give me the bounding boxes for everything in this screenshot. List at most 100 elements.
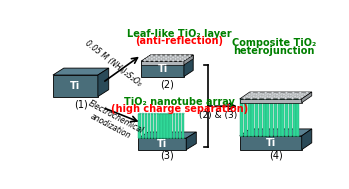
Polygon shape [240, 136, 302, 150]
Circle shape [294, 95, 296, 98]
Ellipse shape [285, 135, 288, 136]
Ellipse shape [151, 113, 153, 114]
Circle shape [172, 59, 174, 62]
Polygon shape [169, 114, 172, 138]
Circle shape [250, 97, 253, 99]
Polygon shape [292, 99, 296, 136]
Polygon shape [182, 114, 184, 138]
Circle shape [299, 92, 302, 94]
Ellipse shape [278, 135, 281, 136]
Polygon shape [244, 99, 247, 136]
Circle shape [251, 92, 253, 94]
Text: Ti: Ti [70, 81, 81, 91]
Polygon shape [266, 99, 269, 136]
Polygon shape [302, 129, 312, 150]
Circle shape [163, 59, 165, 62]
Text: Electrochemical
anodization: Electrochemical anodization [82, 98, 145, 144]
Circle shape [276, 93, 278, 96]
Circle shape [158, 56, 160, 59]
Polygon shape [184, 55, 193, 65]
Ellipse shape [179, 113, 181, 114]
Text: Ti: Ti [157, 64, 168, 74]
Text: (anti-reflection): (anti-reflection) [135, 36, 223, 46]
Ellipse shape [154, 138, 156, 139]
Polygon shape [240, 129, 312, 136]
Circle shape [165, 55, 167, 57]
Polygon shape [166, 114, 169, 138]
Ellipse shape [285, 98, 288, 100]
Circle shape [172, 56, 174, 59]
Circle shape [262, 93, 265, 96]
Circle shape [277, 97, 280, 99]
Ellipse shape [176, 138, 178, 139]
Circle shape [292, 92, 295, 94]
Circle shape [155, 58, 158, 60]
Text: Leaf-like TiO₂ layer: Leaf-like TiO₂ layer [127, 29, 232, 39]
Ellipse shape [240, 98, 243, 100]
Ellipse shape [176, 113, 178, 114]
Circle shape [287, 95, 290, 98]
Polygon shape [141, 61, 184, 77]
Ellipse shape [297, 135, 299, 136]
Circle shape [146, 58, 148, 60]
Text: (2) & (3): (2) & (3) [199, 111, 237, 120]
Polygon shape [285, 99, 288, 136]
Circle shape [259, 95, 262, 98]
Circle shape [269, 93, 272, 96]
Text: heterojunction: heterojunction [233, 46, 314, 56]
Ellipse shape [182, 138, 184, 139]
Ellipse shape [139, 113, 141, 114]
Ellipse shape [148, 138, 150, 139]
Polygon shape [262, 99, 266, 136]
Polygon shape [141, 61, 184, 65]
Ellipse shape [270, 98, 273, 100]
Ellipse shape [270, 135, 273, 136]
Circle shape [301, 95, 303, 98]
Ellipse shape [244, 98, 247, 100]
Circle shape [271, 97, 273, 99]
Polygon shape [138, 138, 186, 150]
Ellipse shape [157, 113, 159, 114]
Polygon shape [240, 92, 312, 99]
Circle shape [243, 97, 246, 99]
Ellipse shape [182, 113, 184, 114]
Ellipse shape [259, 98, 262, 100]
Polygon shape [240, 99, 302, 103]
Circle shape [188, 55, 191, 57]
Text: Ti: Ti [266, 138, 276, 148]
Polygon shape [157, 114, 159, 138]
Polygon shape [176, 114, 178, 138]
Polygon shape [281, 99, 284, 136]
Polygon shape [154, 114, 156, 138]
Text: (4): (4) [269, 151, 283, 161]
Ellipse shape [278, 98, 281, 100]
Circle shape [153, 59, 156, 62]
Text: TiO₂ nanotube array: TiO₂ nanotube array [124, 97, 235, 107]
Circle shape [186, 56, 188, 59]
Circle shape [174, 55, 177, 57]
Ellipse shape [263, 98, 266, 100]
Text: 0.05 M (NH₄)₂S₂O₈: 0.05 M (NH₄)₂S₂O₈ [83, 39, 143, 88]
Ellipse shape [151, 138, 153, 139]
Ellipse shape [274, 135, 277, 136]
Circle shape [265, 92, 267, 94]
Circle shape [179, 58, 181, 60]
Circle shape [291, 97, 294, 99]
Circle shape [246, 95, 248, 98]
Circle shape [150, 55, 153, 57]
Ellipse shape [259, 135, 262, 136]
Ellipse shape [142, 113, 144, 114]
Polygon shape [251, 99, 254, 136]
Ellipse shape [154, 113, 156, 114]
Circle shape [181, 59, 184, 62]
Polygon shape [141, 55, 193, 61]
Circle shape [258, 92, 260, 94]
Ellipse shape [163, 138, 166, 139]
Ellipse shape [251, 98, 254, 100]
Circle shape [155, 55, 158, 57]
Ellipse shape [166, 113, 169, 114]
Polygon shape [247, 99, 251, 136]
Text: (3): (3) [160, 151, 174, 161]
Polygon shape [142, 114, 144, 138]
Ellipse shape [255, 135, 258, 136]
